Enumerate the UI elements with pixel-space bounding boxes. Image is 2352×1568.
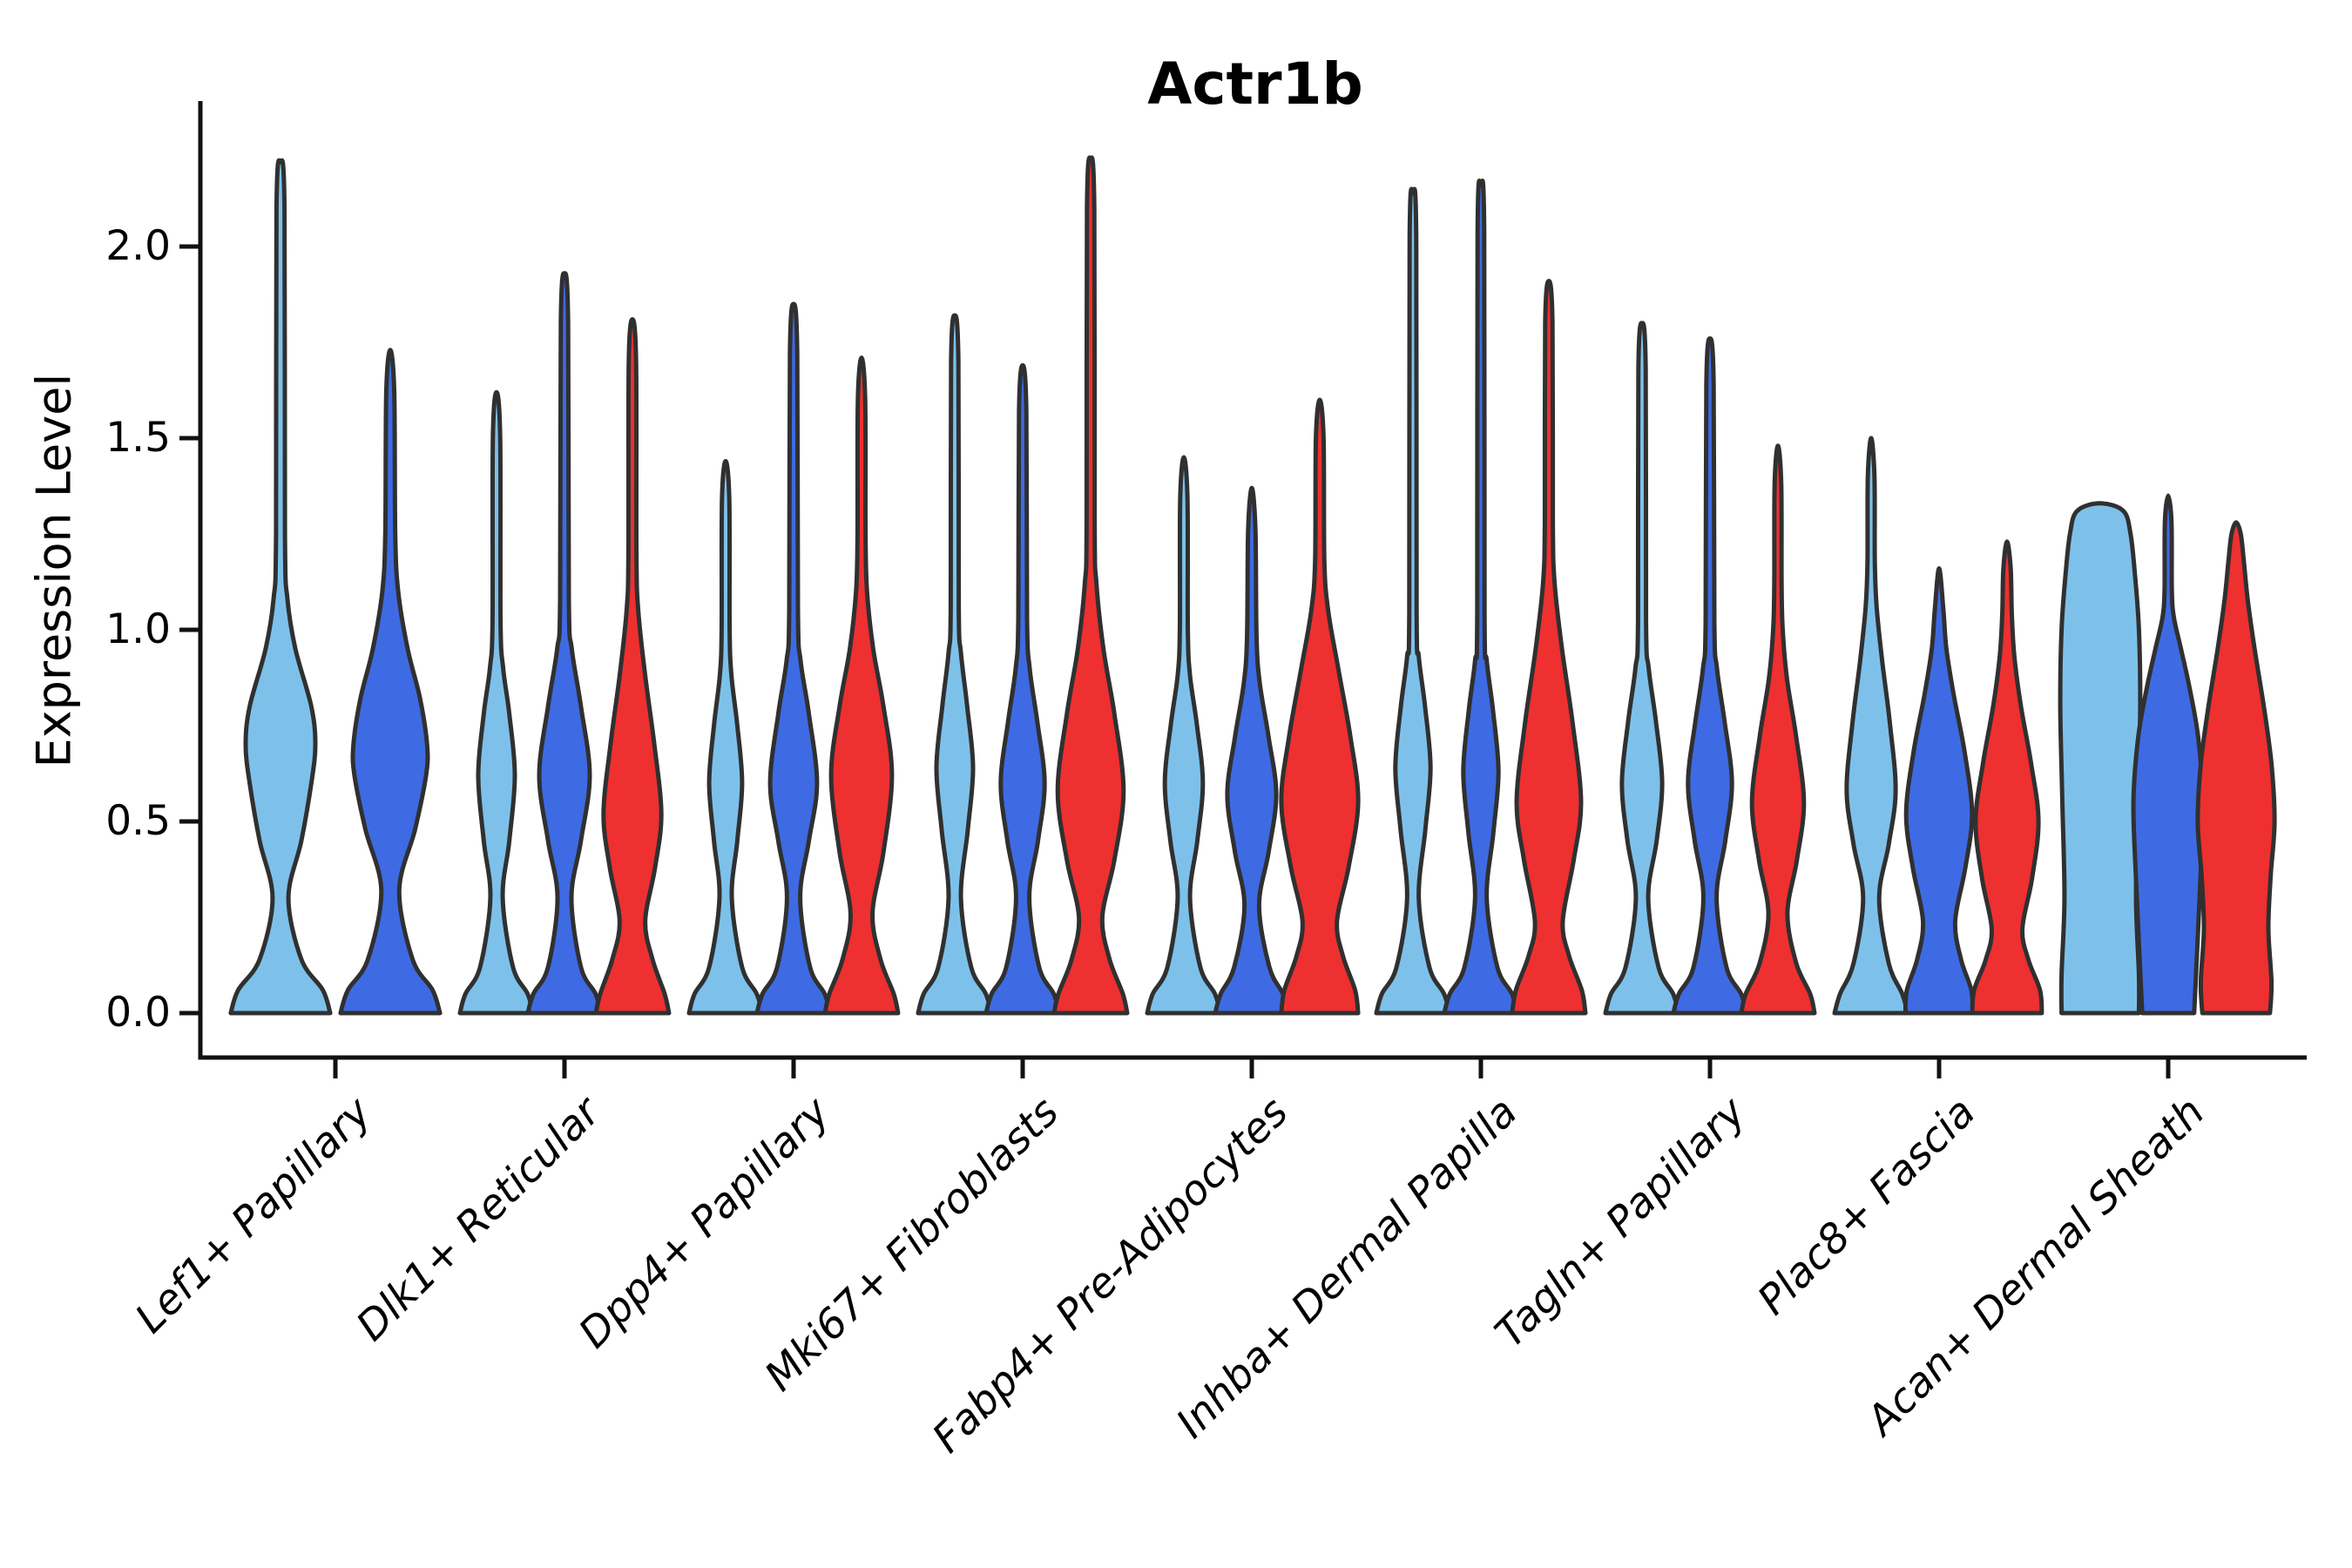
violin-tagln-series3 [1739,443,1817,1016]
violin-mki67-series3 [1051,155,1130,1016]
violin-dpp4-series2 [754,301,833,1016]
violin-lef1-series1 [228,158,333,1016]
violin-inhba-series3 [1510,279,1588,1016]
violin-acan-series1 [2058,501,2143,1016]
violin-plac8-series1 [1832,436,1910,1016]
y-tick-label-1.0: 1.0 [105,605,171,653]
violin-inhba-series2 [1442,179,1520,1016]
violin-fabp4-series1 [1145,455,1223,1016]
violin-acan-series3 [2195,520,2277,1016]
violin-fabp4-series3 [1279,397,1361,1016]
y-tick-label-0.5: 0.5 [105,797,171,845]
plot-title: Actr1b [1147,51,1363,118]
violin-mki67-series1 [916,313,994,1016]
violin-dlk1-series3 [593,317,672,1016]
violin-acan-series2 [2131,493,2206,1016]
violin-fabp4-series2 [1213,485,1291,1016]
violin-mki67-series2 [983,362,1062,1016]
violin-lef1-series2 [338,348,443,1016]
violin-dpp4-series3 [822,355,901,1016]
violin-tagln-series2 [1671,336,1749,1016]
y-tick-label-2.0: 2.0 [105,222,171,270]
violin-dlk1-series2 [525,271,604,1016]
y-tick-label-0.0: 0.0 [105,989,171,1037]
violin-dlk1-series1 [457,389,536,1016]
y-tick-label-1.5: 1.5 [105,414,171,462]
violin-plac8-series2 [1903,566,1976,1016]
violin-inhba-series1 [1374,186,1452,1016]
violin-plac8-series3 [1970,539,2044,1016]
violin-tagln-series1 [1603,321,1681,1016]
violin-dpp4-series1 [686,458,765,1016]
